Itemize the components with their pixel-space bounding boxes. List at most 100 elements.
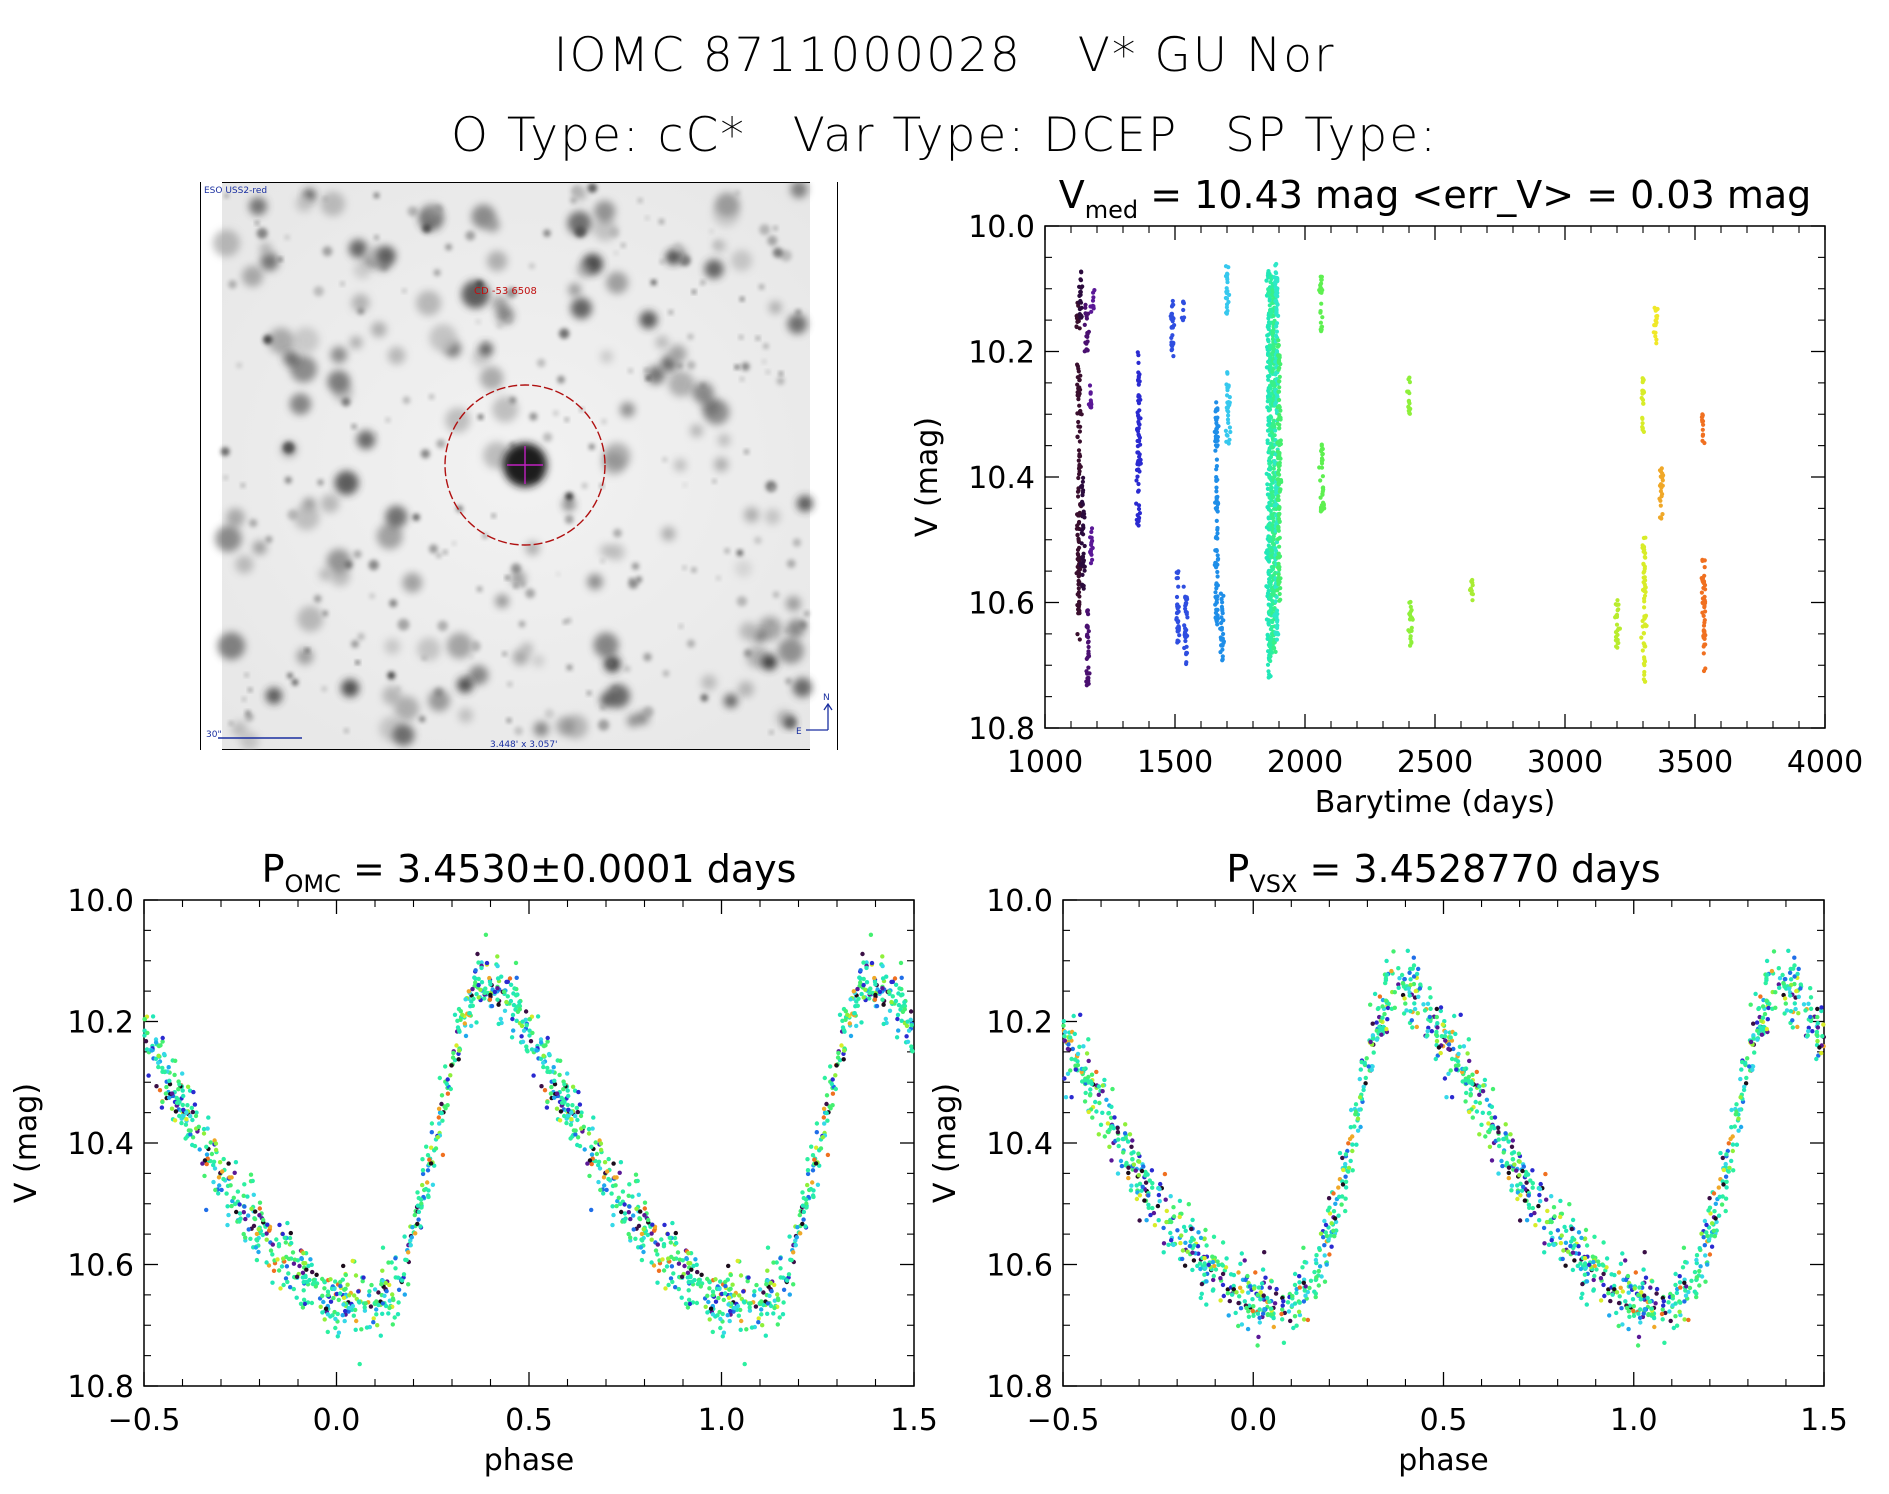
lightcurve-epoch	[1174, 569, 1182, 645]
lightcurve-point	[1276, 528, 1281, 533]
phase-point	[1355, 1128, 1361, 1133]
phase-point	[1719, 1202, 1725, 1207]
phase-point	[1542, 1250, 1547, 1255]
phase-point	[1346, 1169, 1351, 1174]
star	[581, 482, 588, 489]
star	[319, 567, 333, 581]
phase-point	[861, 982, 866, 988]
lightcurve-point	[1318, 320, 1323, 325]
lightcurve-point	[1641, 575, 1646, 580]
phase-point	[160, 1099, 165, 1105]
star	[284, 476, 292, 484]
lightcurve-point	[1090, 557, 1095, 563]
x-tick-label: 0.0	[313, 1403, 361, 1438]
phase-point	[372, 1287, 378, 1292]
lightcurve-point	[1080, 499, 1085, 504]
star	[284, 234, 290, 240]
phase-point	[732, 1293, 737, 1298]
phase-point	[1312, 1269, 1317, 1275]
phase-point	[1697, 1268, 1702, 1274]
lightcurve-point	[1407, 611, 1412, 617]
phase-point	[1730, 1148, 1736, 1154]
star	[562, 497, 576, 512]
star	[465, 230, 476, 241]
lightcurve-point	[1660, 511, 1665, 517]
lightcurve-point	[1215, 574, 1220, 579]
star	[739, 622, 759, 641]
phase-point	[664, 1264, 670, 1269]
lightcurve-point	[1219, 620, 1224, 626]
phase-point	[1694, 1253, 1700, 1258]
lightcurve-point	[1090, 545, 1095, 551]
star	[776, 377, 785, 385]
phase-point	[160, 1035, 165, 1041]
phase-point	[900, 1009, 906, 1014]
phase-point	[213, 1187, 218, 1193]
phase-point	[420, 1182, 425, 1188]
phase-point	[1758, 994, 1763, 999]
phase-point	[726, 1302, 731, 1307]
phase-point	[852, 1011, 857, 1016]
phase-point	[228, 1183, 233, 1188]
phase-point	[547, 1069, 552, 1075]
phase-point	[670, 1279, 675, 1285]
compass-icon	[806, 702, 833, 731]
phase-point	[473, 968, 478, 973]
phase-point	[589, 1207, 594, 1213]
phase-point	[1231, 1272, 1237, 1278]
phase-point	[1408, 977, 1413, 982]
phase-point	[780, 1312, 786, 1317]
phase-point	[1444, 1095, 1449, 1100]
phase-point	[686, 1251, 691, 1256]
phase-point	[1783, 1001, 1789, 1006]
phase-point	[810, 1180, 815, 1185]
phase-point	[573, 1128, 578, 1133]
star	[368, 559, 379, 571]
phase_vsx-axes: −0.5 0.0 0.5 1.0 1.510.010.210.410.610.8phas…	[928, 847, 1848, 1478]
phase-point	[448, 1073, 453, 1078]
star	[461, 280, 490, 309]
phase-point	[1806, 1001, 1811, 1006]
lightcurve-point	[1081, 583, 1086, 588]
phase-point	[332, 1286, 337, 1292]
phase-point	[307, 1277, 312, 1283]
star	[387, 671, 396, 680]
lightcurve-point	[1171, 340, 1176, 345]
phase-point	[333, 1325, 338, 1331]
phase-point	[300, 1305, 306, 1310]
phase-point	[265, 1222, 270, 1227]
lightcurve-point	[1702, 565, 1707, 570]
phase-point	[1134, 1196, 1140, 1202]
phase-point	[1316, 1268, 1322, 1274]
lightcurve-point	[1641, 401, 1646, 406]
lightcurve-point	[1640, 380, 1645, 385]
lightcurve-point	[1318, 478, 1323, 483]
phase-point	[1307, 1285, 1312, 1291]
lightcurve-point	[1228, 429, 1233, 435]
phase-point	[523, 1009, 529, 1014]
star	[736, 596, 748, 607]
star	[736, 549, 744, 557]
phase-point	[353, 1327, 358, 1333]
lightcurve-point	[1268, 307, 1273, 313]
phase-point	[531, 1073, 536, 1078]
phase-point	[786, 1272, 792, 1277]
phase-point	[812, 1157, 817, 1162]
lightcurve-point	[1076, 570, 1081, 575]
phase-point	[841, 1057, 846, 1062]
phase-point	[1537, 1218, 1542, 1223]
star	[772, 591, 780, 598]
star	[603, 442, 631, 470]
lightcurve-point	[1220, 654, 1225, 659]
phase-point	[867, 990, 872, 996]
star	[599, 543, 614, 558]
phase-point	[639, 1237, 644, 1242]
phase-point	[476, 982, 481, 988]
phase-point	[288, 1230, 293, 1236]
star	[322, 610, 328, 616]
star	[442, 549, 448, 555]
phase-point	[328, 1277, 333, 1282]
phase-point	[561, 1087, 566, 1092]
phase-point	[818, 1146, 824, 1151]
phase-point	[1120, 1136, 1126, 1142]
